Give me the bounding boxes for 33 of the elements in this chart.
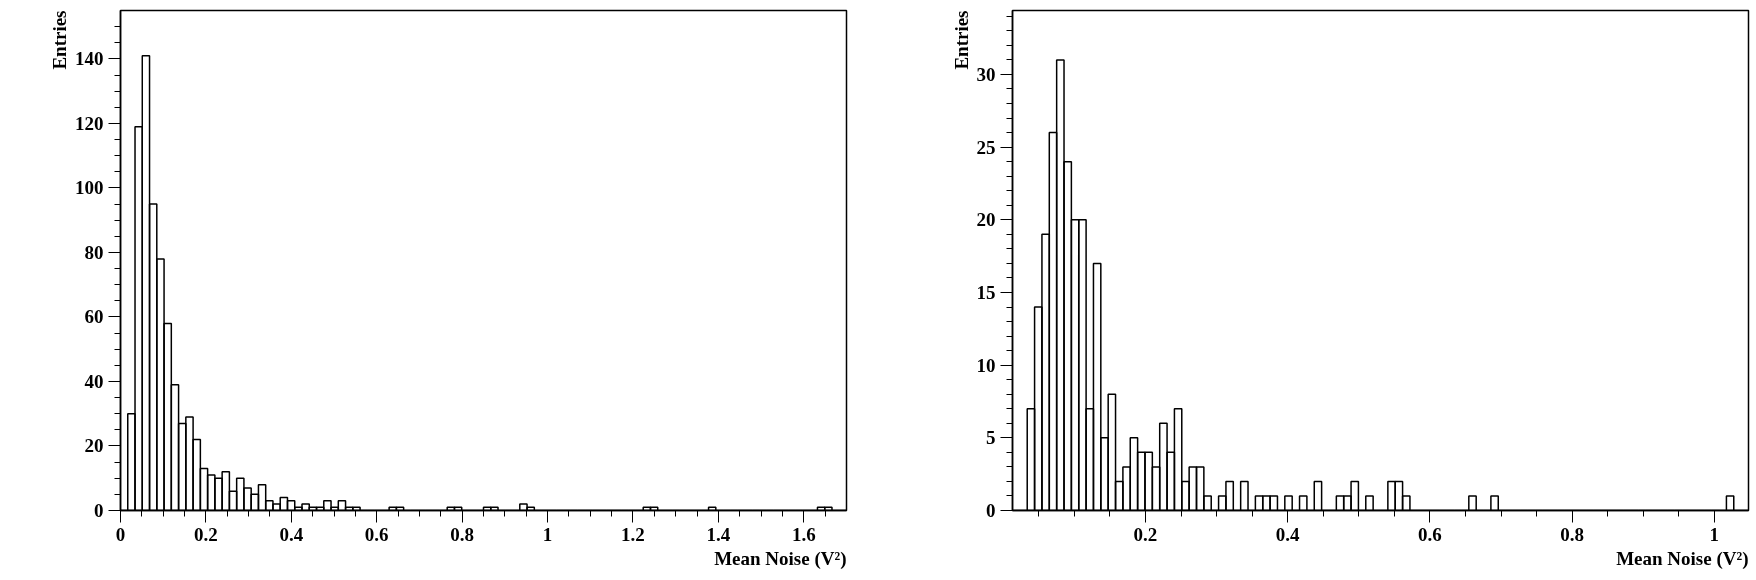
y-tick-label: 0 (94, 500, 104, 521)
x-tick-label: 1.4 (706, 523, 731, 545)
x-tick-label: 0 (115, 523, 126, 545)
x-tick-label: 0.6 (1418, 523, 1442, 545)
x-tick-label: 1 (542, 523, 553, 545)
y-tick-label: 80 (84, 241, 104, 263)
x-tick-label: 1.6 (791, 523, 816, 545)
y-tick-label: 60 (84, 306, 104, 328)
x-tick-label: 0.8 (450, 523, 475, 545)
x-tick-label: 0.8 (1560, 523, 1585, 545)
y-tick-label: 140 (75, 48, 104, 70)
x-tick-label: 0.6 (364, 523, 389, 545)
y-tick-label: 20 (84, 435, 104, 457)
y-tick-label: 100 (75, 177, 104, 199)
y-tick-label: 30 (976, 63, 996, 85)
y-tick-label: 20 (976, 209, 996, 231)
y-tick-label: 15 (976, 281, 996, 303)
x-tick-label: 0.4 (279, 523, 304, 545)
y-axis-title: Entries (48, 10, 70, 70)
x-tick-label: 0.4 (1275, 523, 1301, 545)
y-tick-label: 120 (75, 112, 104, 134)
x-tick-label: 1.2 (621, 523, 645, 545)
x-tick-label: 1 (1709, 523, 1720, 545)
y-tick-label: 40 (84, 370, 104, 392)
x-axis-title: Mean Noise (V²) (1616, 547, 1749, 570)
y-tick-label: 0 (986, 500, 996, 521)
y-tick-label: 25 (976, 136, 996, 158)
x-tick-label: 0.2 (1133, 523, 1158, 545)
y-axis-title: Entries (950, 10, 972, 70)
x-axis-title: Mean Noise (V²) (714, 547, 847, 570)
x-tick-label: 0.2 (194, 523, 218, 545)
y-tick-label: 5 (986, 427, 996, 449)
y-tick-label: 10 (976, 354, 996, 376)
